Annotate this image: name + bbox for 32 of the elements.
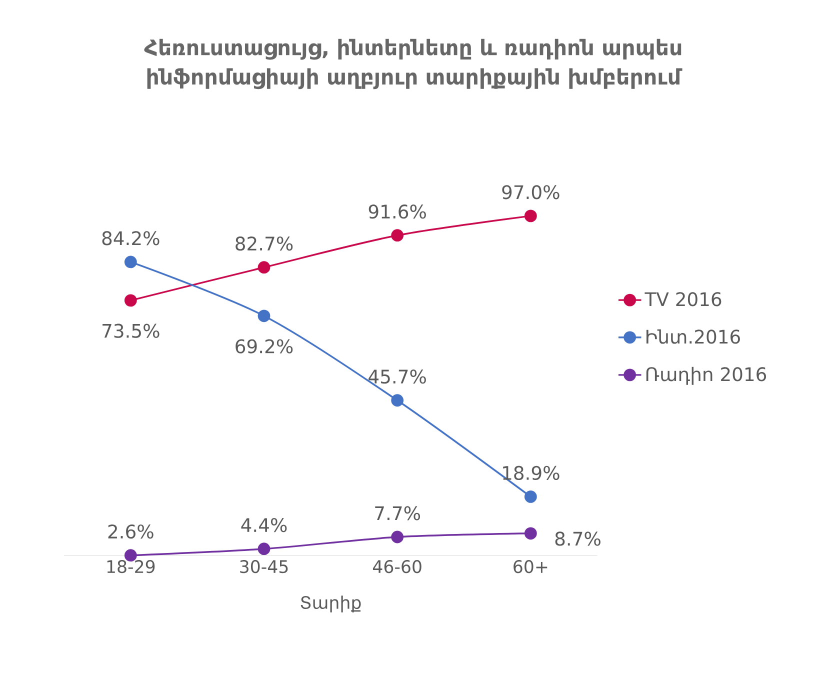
point bbox=[258, 261, 270, 274]
data-label: 69.2% bbox=[236, 339, 293, 354]
x-tick-label: 18-29 bbox=[107, 560, 155, 574]
point bbox=[391, 229, 404, 242]
legend-label: Ռադիո 2016 bbox=[646, 366, 766, 385]
data-label: 7.7% bbox=[375, 506, 420, 520]
point bbox=[258, 310, 270, 322]
x-tick-label: 46-60 bbox=[372, 560, 422, 574]
data-label: 18.9% bbox=[503, 466, 560, 480]
data-label: 82.7% bbox=[236, 236, 293, 251]
chart-title: Հեռուստացույց, ինտերնետը և ռադիոն արպես ինֆորմացիայի աղբյուր տարիքային խմբերում bbox=[144, 38, 682, 90]
point bbox=[258, 542, 270, 556]
data-label: 73.5% bbox=[102, 324, 160, 338]
data-label: 91.6% bbox=[368, 204, 426, 219]
point bbox=[391, 394, 404, 407]
point bbox=[524, 527, 537, 540]
data-label: 2.6% bbox=[108, 524, 154, 539]
point bbox=[124, 294, 137, 307]
point bbox=[124, 256, 137, 268]
point bbox=[524, 490, 537, 503]
legend-label: TV 2016 bbox=[644, 292, 722, 306]
data-label: 4.4% bbox=[241, 518, 287, 532]
legend-label: Ինտ.2016 bbox=[646, 329, 740, 344]
data-label: 97.0% bbox=[502, 185, 560, 200]
x-axis-title: Տարիք bbox=[300, 596, 361, 612]
point bbox=[391, 530, 404, 544]
data-label: 45.7% bbox=[368, 370, 426, 384]
point bbox=[524, 210, 537, 222]
data-label: 8.7% bbox=[555, 532, 600, 546]
x-tick-label: 30-45 bbox=[240, 560, 288, 574]
data-label: 84.2% bbox=[102, 231, 160, 246]
x-tick-label: 60+ bbox=[514, 560, 548, 574]
